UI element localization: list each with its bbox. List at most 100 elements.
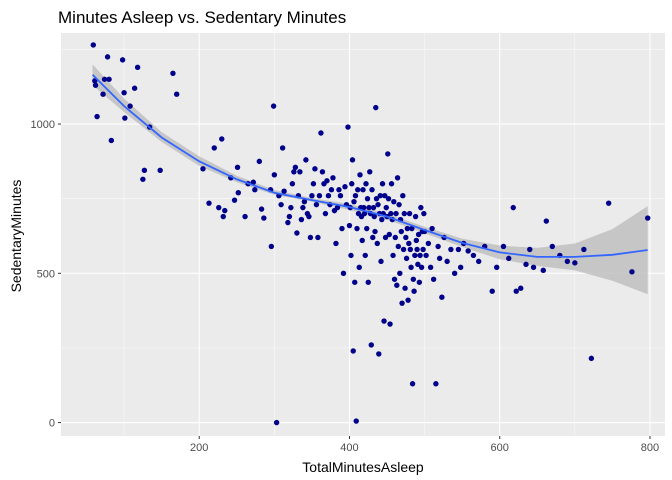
- data-point: [339, 225, 345, 232]
- data-point: [425, 240, 432, 247]
- data-point: [357, 172, 363, 178]
- x-tick-label: 600: [491, 442, 509, 454]
- y-axis-ticks: 0 500 1000: [31, 119, 61, 430]
- data-point: [444, 258, 450, 265]
- data-point: [475, 258, 482, 265]
- data-point: [140, 176, 146, 182]
- data-point: [412, 252, 418, 259]
- chart-title: Minutes Asleep vs. Sedentary Minutes: [58, 8, 346, 27]
- minor-gridlines: [61, 33, 665, 436]
- data-point: [354, 225, 360, 232]
- data-point: [391, 198, 397, 205]
- data-point: [361, 204, 367, 211]
- data-point: [268, 243, 275, 250]
- data-point: [310, 181, 317, 187]
- data-point: [412, 213, 419, 220]
- data-point: [549, 243, 556, 250]
- data-point: [364, 195, 371, 202]
- data-point: [605, 200, 612, 206]
- data-point: [381, 318, 387, 324]
- data-point: [361, 210, 368, 217]
- data-point: [392, 234, 399, 241]
- data-point: [418, 204, 424, 211]
- data-point: [336, 187, 342, 193]
- data-point: [415, 231, 422, 238]
- data-point: [433, 381, 439, 387]
- data-point: [281, 188, 287, 194]
- data-point: [216, 204, 222, 211]
- x-tick-label: 400: [340, 442, 358, 454]
- data-point: [363, 181, 369, 187]
- data-point: [448, 246, 454, 253]
- data-point: [278, 201, 284, 208]
- data-point: [365, 279, 371, 285]
- y-tick-label: 1000: [31, 119, 55, 131]
- data-point: [330, 175, 336, 181]
- data-point: [411, 288, 417, 294]
- data-point: [402, 285, 408, 291]
- data-point: [289, 181, 296, 187]
- data-point: [360, 187, 366, 193]
- data-point: [390, 252, 396, 259]
- data-point: [366, 204, 372, 211]
- data-point: [465, 248, 471, 254]
- data-point: [273, 419, 280, 426]
- data-point: [307, 234, 314, 241]
- data-point: [588, 355, 595, 362]
- x-tick-label: 200: [190, 442, 208, 454]
- data-point: [500, 243, 507, 250]
- data-point: [261, 215, 267, 221]
- data-point: [645, 215, 651, 221]
- data-point: [211, 145, 217, 151]
- data-point: [513, 288, 519, 294]
- data-point: [353, 418, 359, 424]
- data-point: [242, 213, 248, 220]
- data-point: [288, 204, 294, 211]
- data-point: [328, 187, 335, 193]
- data-point: [396, 201, 402, 208]
- data-point: [394, 175, 401, 181]
- data-point: [451, 270, 458, 277]
- data-point: [342, 184, 348, 190]
- y-axis-title: SedentaryMinutes: [8, 180, 24, 293]
- data-point: [104, 54, 111, 60]
- data-point: [369, 187, 375, 193]
- data-point: [319, 169, 326, 175]
- confidence-band: [92, 64, 648, 295]
- data-point: [436, 255, 443, 262]
- y-tick-label: 500: [37, 268, 55, 280]
- data-point: [250, 179, 257, 185]
- data-point: [415, 261, 421, 268]
- data-point: [406, 240, 412, 247]
- data-point: [423, 252, 429, 259]
- data-point: [379, 216, 385, 223]
- data-point: [340, 270, 347, 277]
- data-point: [315, 234, 321, 241]
- data-point: [395, 243, 402, 250]
- data-point: [400, 246, 407, 253]
- confidence-band-layer: [92, 64, 648, 295]
- data-point: [629, 269, 635, 275]
- data-point: [494, 264, 500, 271]
- data-point: [359, 237, 365, 244]
- data-point: [406, 210, 413, 217]
- data-point: [318, 130, 324, 136]
- data-point: [134, 64, 141, 71]
- data-point: [383, 204, 389, 211]
- data-point: [298, 216, 305, 223]
- data-point: [368, 342, 374, 348]
- data-point: [252, 187, 258, 193]
- data-point: [388, 181, 395, 187]
- data-point: [414, 246, 420, 253]
- data-point: [409, 225, 415, 232]
- data-point: [291, 169, 297, 175]
- data-point: [377, 192, 383, 199]
- data-point: [173, 91, 180, 97]
- data-point: [439, 294, 445, 300]
- data-point: [405, 297, 411, 303]
- data-point: [234, 164, 241, 171]
- data-point: [271, 172, 278, 178]
- data-point: [455, 246, 462, 253]
- data-point: [376, 351, 382, 357]
- data-point: [349, 157, 356, 163]
